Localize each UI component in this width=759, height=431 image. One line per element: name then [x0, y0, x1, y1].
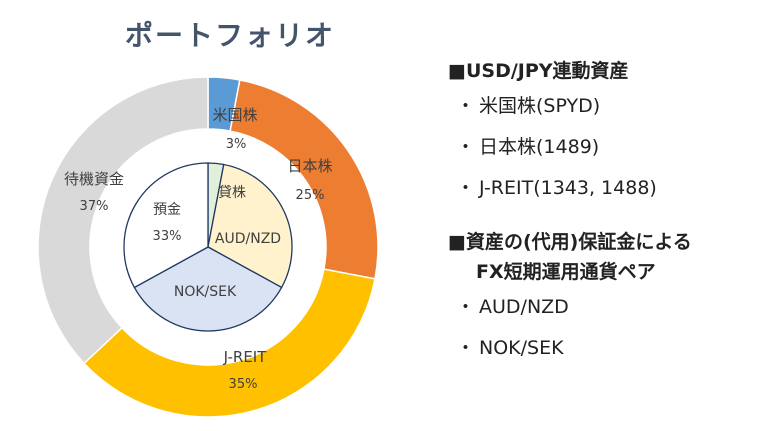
- inner-label-nok-sek: NOK/SEK: [174, 284, 237, 300]
- inner-slice-deposit: [123, 162, 209, 289]
- inner-value-deposit: 33%: [153, 229, 182, 244]
- legend-section2-subtitle: FX短期運用通貨ペア: [476, 261, 656, 283]
- outer-value-jreit: 35%: [229, 377, 258, 392]
- outer-label-standby-funds: 待機資金: [64, 170, 124, 188]
- outer-slice-jreit: [83, 268, 376, 418]
- outer-slice-standby-funds: [37, 76, 209, 365]
- legend-section2-title: ■資産の(代用)保証金による: [448, 231, 692, 253]
- legend-item-audnzd: AUD/NZD: [448, 287, 753, 328]
- inner-label-deposit: 預金: [153, 202, 181, 218]
- outer-value-standby-funds: 37%: [80, 199, 109, 214]
- outer-label-jp-stocks: 日本株: [287, 157, 332, 175]
- outer-value-us-stocks: 3%: [226, 137, 247, 152]
- inner-slice-nok-sek: [133, 246, 283, 332]
- legend-panel: ■USD/JPY連動資産 米国株(SPYD) 日本株(1489) J-REIT(…: [448, 56, 753, 369]
- outer-value-jp-stocks: 25%: [296, 188, 325, 203]
- inner-slice-aud-nzd: [207, 163, 293, 289]
- page-title: ポートフォリオ: [124, 19, 335, 52]
- legend-section1-title: ■USD/JPY連動資産: [448, 60, 629, 82]
- legend-item-jreit: J-REIT(1343, 1488): [448, 168, 753, 209]
- portfolio-donut-chart: 米国株 3% 日本株 25% J-REIT 35% 待機資金 37% 貸株 AUD/NZD NOK/…: [37, 76, 379, 418]
- inner-label-aud-nzd: AUD/NZD: [215, 231, 281, 247]
- legend-item-noksek: NOK/SEK: [448, 328, 753, 369]
- inner-label-stock-lending: 貸株: [218, 185, 246, 201]
- outer-label-jreit: J-REIT: [223, 348, 268, 366]
- legend-item-1489: 日本株(1489): [448, 127, 753, 168]
- legend-item-spyd: 米国株(SPYD): [448, 86, 753, 127]
- outer-label-us-stocks: 米国株: [212, 106, 257, 124]
